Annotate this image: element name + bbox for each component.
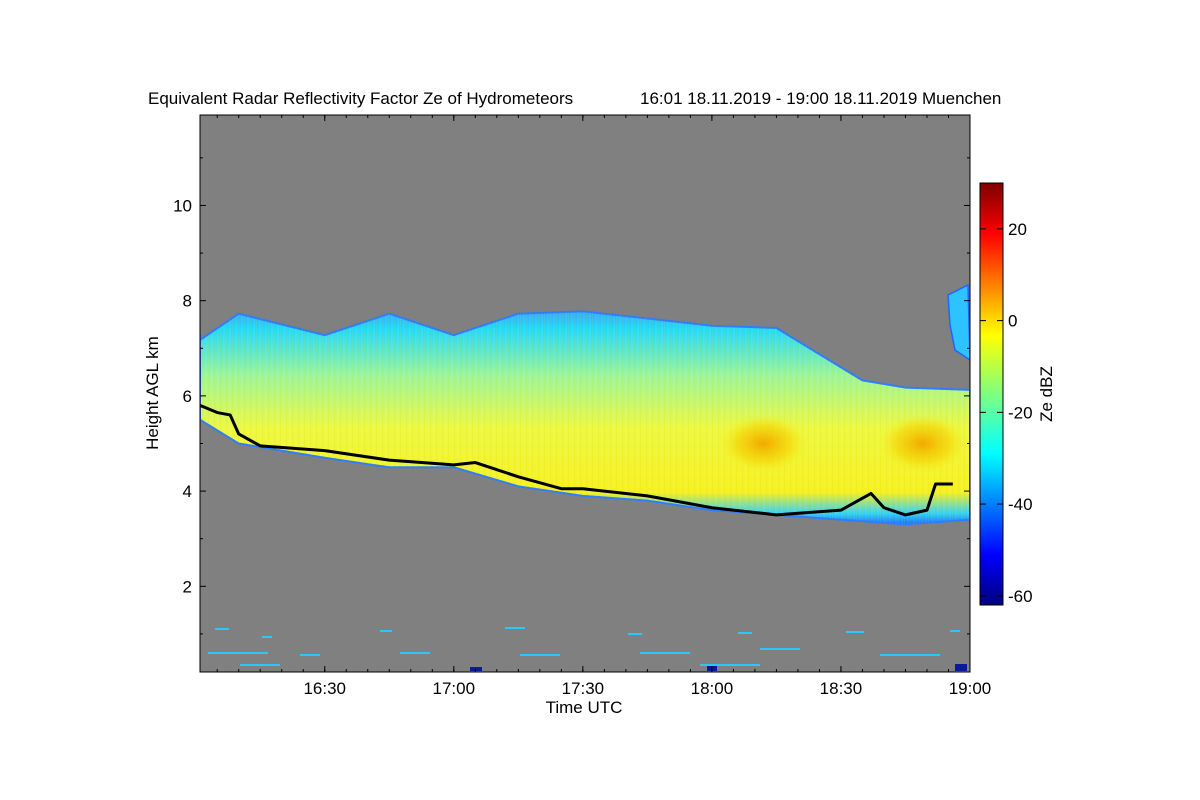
y-tick-label: 8	[183, 292, 192, 311]
colorbar-tick-label: 0	[1008, 312, 1017, 331]
colorbar-tick-label: -40	[1008, 495, 1033, 514]
upper-right-cloud-fragment	[947, 283, 970, 361]
ground-clutter	[208, 627, 960, 666]
reflectivity-core	[718, 413, 809, 474]
colorbar-tick-label: -60	[1008, 587, 1033, 606]
high-reflectivity-cores	[718, 413, 968, 474]
colorbar-axis: -60 -40 -20 0 20	[980, 220, 1033, 606]
colorbar	[979, 182, 1004, 606]
x-tick-label: 18:00	[691, 679, 734, 698]
x-tick-label: 17:30	[562, 679, 605, 698]
x-axis-label: Time UTC	[546, 698, 623, 717]
plot-frame	[199, 114, 971, 673]
y-axis-label: Height AGL km	[143, 336, 162, 450]
colorbar-tick-label: 20	[1008, 220, 1027, 239]
x-tick-label: 18:30	[820, 679, 863, 698]
chart-title: Equivalent Radar Reflectivity Factor Ze …	[148, 89, 573, 108]
colorbar-tick-label: -20	[1008, 403, 1033, 422]
x-tick-label: 17:00	[433, 679, 476, 698]
reflectivity-field	[200, 283, 970, 671]
x-tick-label: 19:00	[949, 679, 992, 698]
x-axis: 16:30 17:00 17:30 18:00 18:30 19:00	[216, 115, 992, 698]
y-axis: 2 4 6 8 10	[173, 157, 970, 635]
y-tick-label: 4	[183, 482, 192, 501]
y-tick-label: 10	[173, 196, 192, 215]
y-tick-label: 2	[183, 577, 192, 596]
chart-time-range: 16:01 18.11.2019 - 19:00 18.11.2019 Muen…	[640, 89, 1001, 108]
melting-layer-line	[200, 404, 953, 517]
reflectivity-core	[877, 413, 968, 474]
y-tick-label: 6	[183, 387, 192, 406]
x-tick-label: 16:30	[303, 679, 346, 698]
colorbar-label: Ze dBZ	[1037, 366, 1056, 422]
